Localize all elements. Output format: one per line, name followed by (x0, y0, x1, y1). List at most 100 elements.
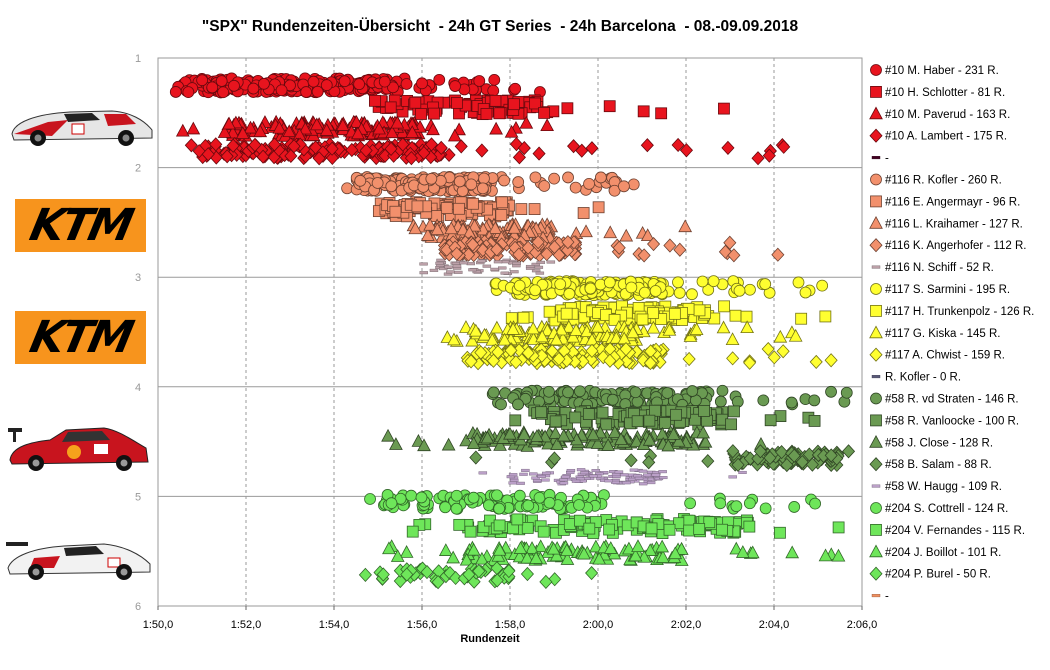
data-point (462, 567, 476, 582)
data-point (626, 325, 640, 339)
data-point (502, 563, 516, 579)
data-point (561, 102, 574, 115)
data-point (764, 414, 777, 427)
data-point (415, 108, 427, 120)
data-point (629, 434, 644, 448)
data-point (420, 564, 434, 580)
data-point (693, 304, 706, 317)
data-point (627, 178, 640, 191)
data-point (643, 473, 652, 477)
data-point (649, 404, 661, 417)
data-point (646, 320, 661, 334)
ktm-logo-icon: KTM (15, 199, 146, 252)
data-point (450, 502, 463, 515)
data-point (409, 96, 422, 109)
data-point (603, 523, 616, 536)
data-point (718, 300, 730, 313)
data-point (400, 78, 413, 90)
data-point (522, 499, 535, 512)
data-point (531, 269, 541, 273)
data-point (512, 150, 526, 165)
series-20 (364, 488, 821, 515)
data-point (504, 343, 518, 358)
data-point (560, 243, 574, 258)
legend-marker (871, 375, 881, 379)
data-point (738, 470, 747, 474)
data-point (451, 96, 463, 109)
data-point (743, 497, 756, 510)
data-point (643, 355, 657, 371)
data-point (673, 287, 686, 299)
data-point (556, 428, 571, 442)
legend-label: #204 S. Cottrell - 124 R. (885, 503, 1008, 515)
data-point (504, 124, 519, 138)
data-point (490, 320, 504, 334)
legend-label: R. Kofler - 0 R. (885, 372, 961, 384)
data-point (426, 122, 440, 136)
data-point (535, 348, 549, 363)
legend-label: #117 A. Chwist - 159 R. (885, 350, 1005, 362)
data-point (438, 543, 453, 556)
ktm-logo-text: KTM (25, 312, 136, 363)
data-point (526, 321, 541, 335)
data-point (489, 94, 502, 107)
data-point (493, 502, 506, 515)
legend-marker (870, 86, 882, 98)
data-point (658, 470, 667, 474)
data-point (808, 415, 821, 427)
data-point (521, 345, 535, 361)
data-point (576, 468, 586, 472)
data-point (511, 513, 524, 526)
data-point (512, 549, 527, 563)
data-point (529, 472, 538, 476)
data-point (656, 550, 670, 563)
data-point (449, 80, 462, 92)
legend-marker (870, 524, 882, 536)
series-13 (460, 341, 838, 371)
legend-marker (871, 594, 881, 598)
data-point (247, 82, 260, 95)
data-point (744, 283, 756, 296)
data-point (447, 332, 461, 346)
data-point (552, 351, 566, 367)
data-point (543, 385, 555, 398)
data-point (464, 354, 478, 369)
data-point (512, 398, 524, 411)
legend-marker (870, 64, 882, 76)
data-point (408, 221, 423, 235)
data-point (359, 143, 373, 158)
legend-label: #10 M. Paverud - 163 R. (885, 109, 1010, 121)
data-point (640, 228, 655, 242)
data-point (417, 145, 431, 161)
data-point (353, 78, 365, 91)
data-point (603, 353, 617, 368)
data-point (182, 86, 195, 98)
data-point (569, 411, 582, 424)
data-point (531, 476, 540, 480)
legend-marker (871, 484, 881, 488)
data-point (563, 287, 576, 300)
data-point (554, 278, 567, 291)
data-point (729, 309, 742, 322)
data-point (541, 478, 550, 482)
ktm-logo-text: KTM (25, 200, 136, 251)
data-point (477, 521, 490, 534)
data-point (467, 218, 482, 232)
data-point (537, 525, 550, 538)
data-point (589, 516, 602, 528)
data-point (548, 172, 561, 185)
data-point (517, 427, 531, 440)
data-point (466, 542, 481, 556)
data-point (559, 481, 569, 485)
data-point (467, 491, 480, 504)
data-point (282, 124, 297, 138)
data-point (693, 523, 706, 535)
data-point (226, 138, 240, 153)
data-point (433, 73, 446, 86)
legend-marker (869, 106, 883, 120)
data-point (689, 413, 701, 426)
data-point (485, 332, 500, 346)
legend-item: #116 L. Kraihamer - 127 R. (869, 215, 1023, 230)
series-10 (489, 275, 829, 302)
legend-item: #204 P. Burel - 50 R. (869, 566, 991, 581)
